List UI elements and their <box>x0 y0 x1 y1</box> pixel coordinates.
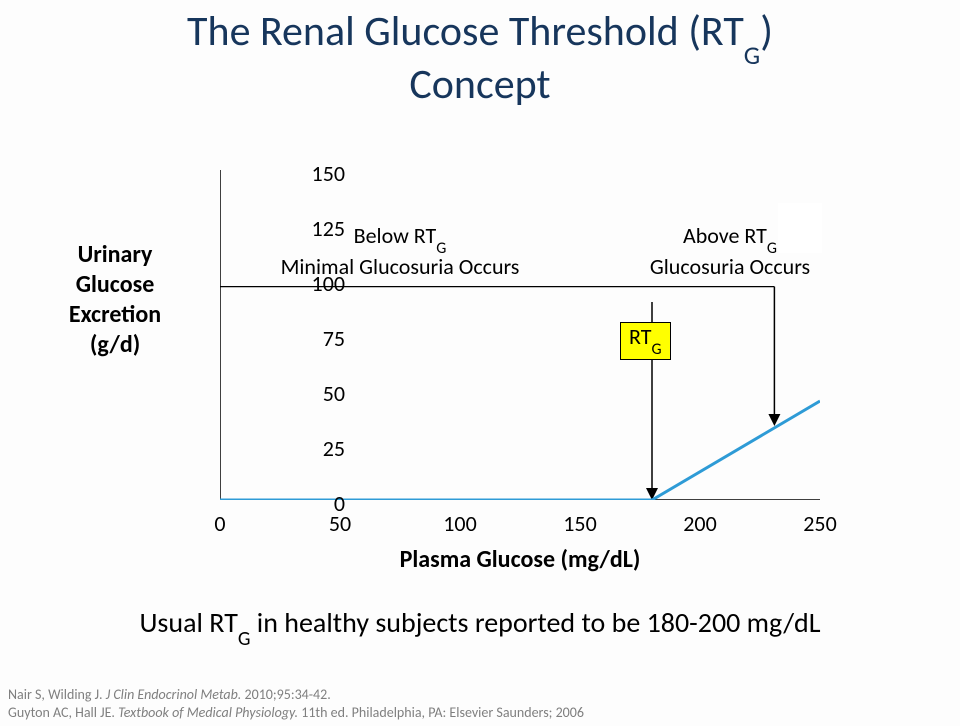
x-axis-label: Plasma Glucose (mg/dL) <box>220 545 820 574</box>
ref2-b: Textbook of Medical Physiology. <box>118 704 298 721</box>
annot-below: Below RTG Minimal Glucosuria Occurs <box>260 223 540 280</box>
ref1-a: Nair S, Wilding J. <box>8 686 106 703</box>
reference-2: Guyton AC, Hall JE. Textbook of Medical … <box>8 704 584 722</box>
x-tick-250: 250 <box>800 510 840 537</box>
summary-pre: Usual RT <box>139 605 237 640</box>
title-line1-pre: The Renal Glucose Threshold (RT <box>187 6 744 57</box>
y-tick-50: 50 <box>305 380 345 407</box>
y-axis-l2: Glucose <box>76 270 155 299</box>
y-axis-label: Urinary Glucose Excretion (g/d) <box>40 240 190 360</box>
x-tick-200: 200 <box>680 510 720 537</box>
title-line1-sub: G <box>744 39 760 71</box>
summary: Usual RTG in healthy subjects reported t… <box>0 605 960 645</box>
y-tick-75: 75 <box>305 325 345 352</box>
x-tick-150: 150 <box>560 510 600 537</box>
rtg-sub: G <box>651 340 661 359</box>
slide-title: The Renal Glucose Threshold (RTG) Concep… <box>0 8 960 110</box>
summary-post: in healthy subjects reported to be 180-2… <box>250 605 820 640</box>
ref1-b: J Clin Endocrinol Metab. <box>106 686 242 703</box>
y-axis-l1: Urinary <box>78 240 153 269</box>
annot-above-l1-pre: Above RT <box>683 222 767 249</box>
y-tick-150: 150 <box>305 160 345 187</box>
y-tick-25: 25 <box>305 435 345 462</box>
x-tick-0: 0 <box>200 510 240 537</box>
annot-above-l1-sub: G <box>767 239 777 258</box>
annot-above-l2: Glucosuria Occurs <box>650 253 810 280</box>
rtg-pre: RT <box>629 323 651 350</box>
ref2-a: Guyton AC, Hall JE. <box>8 704 118 721</box>
rtg-box: RTG <box>620 322 671 360</box>
x-tick-100: 100 <box>440 510 480 537</box>
annot-below-l1-pre: Below RT <box>354 222 437 249</box>
title-line1-post: ) <box>760 6 773 57</box>
ref2-c: 11th ed. Philadelphia, PA: Elsevier Saun… <box>298 704 584 721</box>
x-tick-50: 50 <box>320 510 360 537</box>
annot-below-l2: Minimal Glucosuria Occurs <box>281 253 520 280</box>
y-axis-l4: (g/d) <box>90 330 140 359</box>
annot-below-l1-sub: G <box>436 239 446 258</box>
title-line2: Concept <box>409 59 550 110</box>
white-patch <box>778 203 822 253</box>
y-axis-l3: Excretion <box>69 300 161 329</box>
summary-sub: G <box>238 627 251 651</box>
reference-1: Nair S, Wilding J. J Clin Endocrinol Met… <box>8 686 331 704</box>
ref1-c: 2010;95:34-42. <box>241 686 330 703</box>
